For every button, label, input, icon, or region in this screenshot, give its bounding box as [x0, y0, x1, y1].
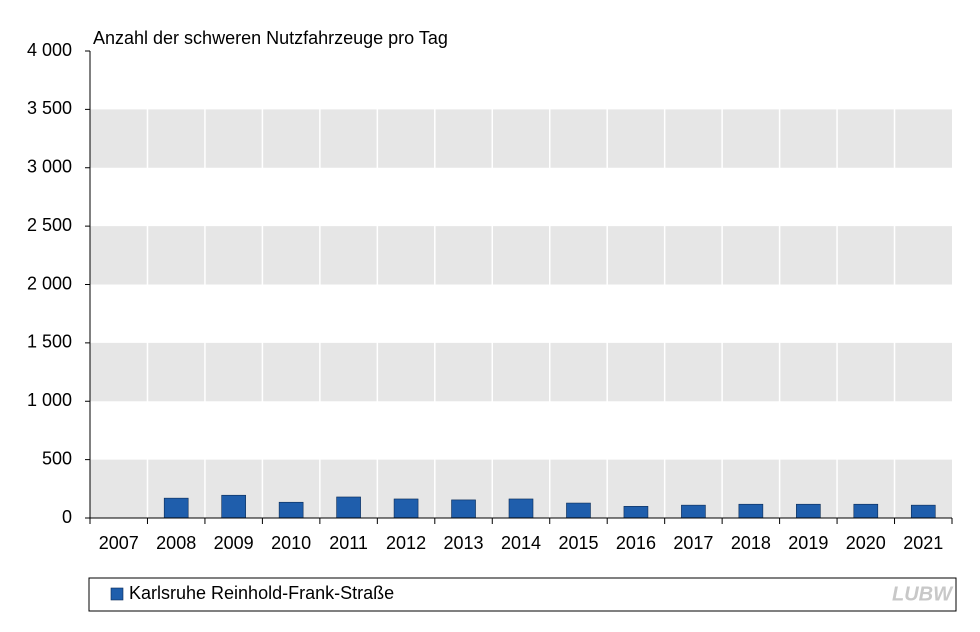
legend-swatch	[110, 587, 124, 601]
bar	[451, 499, 476, 519]
axis-title: Anzahl der schweren Nutzfahrzeuge pro Ta…	[93, 28, 448, 48]
bar	[163, 497, 189, 519]
x-tick-label: 2015	[558, 533, 598, 553]
x-tick-label: 2011	[329, 533, 368, 553]
legend-label: Karlsruhe Reinhold-Frank-Straße	[129, 583, 394, 603]
x-tick-label: 2012	[386, 533, 426, 553]
bar	[910, 504, 936, 519]
x-tick-label: 2014	[501, 533, 541, 553]
logo: LUBW	[892, 583, 954, 605]
bar	[681, 504, 706, 519]
y-tick-label: 2 500	[27, 215, 72, 235]
bar	[623, 506, 649, 519]
y-tick-label: 2 000	[27, 273, 72, 293]
x-tick-label: 2010	[271, 533, 311, 553]
x-tick-label: 2008	[156, 533, 196, 553]
bar	[221, 494, 246, 519]
x-tick-label: 2020	[846, 533, 886, 553]
legend-box	[88, 577, 957, 612]
x-tick-label: 2009	[214, 533, 254, 553]
x-tick-label: 2018	[731, 533, 771, 553]
bar	[393, 498, 419, 519]
y-tick-label: 1 500	[27, 332, 72, 352]
bar	[796, 503, 821, 519]
grid-band	[90, 226, 952, 285]
bar	[853, 503, 879, 519]
bar	[508, 498, 534, 519]
y-tick-label: 1 000	[27, 390, 72, 410]
x-tick-label: 2017	[673, 533, 713, 553]
y-tick-label: 0	[62, 507, 72, 527]
bar	[336, 496, 361, 519]
x-tick-label: 2007	[99, 533, 139, 553]
y-tick-label: 3 500	[27, 98, 72, 118]
grid-band	[90, 342, 952, 402]
grid-band	[90, 109, 952, 168]
x-tick-label: 2016	[616, 533, 656, 553]
x-tick-label: 2019	[788, 533, 828, 553]
y-tick-label: 4 000	[27, 40, 72, 60]
y-tick-label: 3 000	[27, 157, 72, 177]
bar	[566, 502, 591, 519]
grid	[90, 51, 952, 518]
y-tick-label: 500	[42, 448, 72, 468]
bar	[738, 503, 764, 519]
x-tick-label: 2013	[444, 533, 484, 553]
x-tick-label: 2021	[903, 533, 943, 553]
bar	[278, 501, 304, 519]
